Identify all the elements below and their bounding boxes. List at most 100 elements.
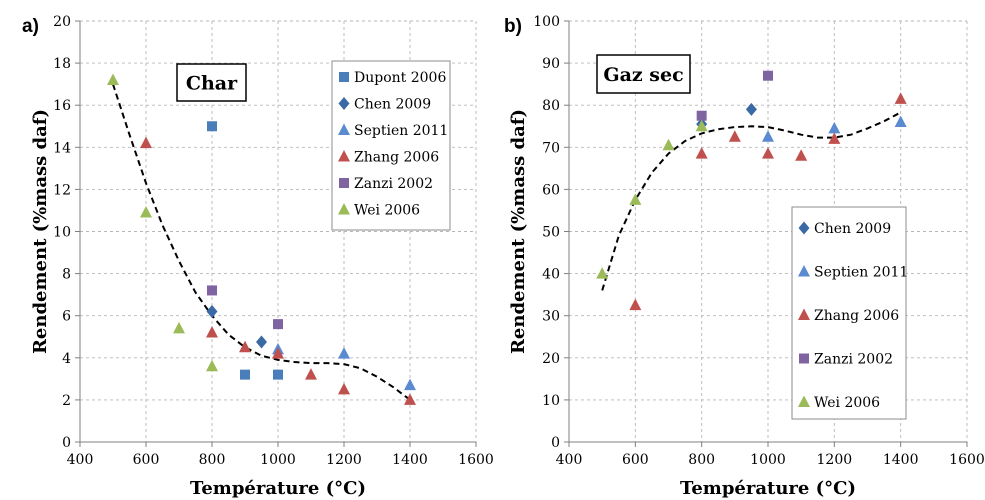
series-wei-2006 xyxy=(596,119,708,279)
x-tick-label: 1600 xyxy=(949,452,985,468)
y-tick-label: 8 xyxy=(62,267,71,283)
data-point xyxy=(140,206,152,218)
y-tick-label: 40 xyxy=(542,267,560,283)
y-tick-label: 2 xyxy=(62,393,71,409)
legend-marker xyxy=(798,221,810,235)
data-point xyxy=(745,102,757,116)
legend-marker xyxy=(338,203,350,215)
data-point xyxy=(272,347,284,359)
legend-marker xyxy=(798,395,810,407)
y-tick-label: 10 xyxy=(542,393,560,409)
y-tick-label: 80 xyxy=(542,98,560,114)
data-point xyxy=(338,382,350,395)
x-axis-title: Température (°C) xyxy=(190,478,366,499)
y-tick-label: 20 xyxy=(542,351,560,367)
chart-title: Char xyxy=(186,73,238,95)
data-point xyxy=(207,121,217,132)
series-septien-2011 xyxy=(762,115,907,142)
data-point xyxy=(206,359,218,372)
x-tick-label: 1200 xyxy=(817,452,853,468)
legend-label: Zanzi 2002 xyxy=(354,176,433,192)
y-tick-label: 14 xyxy=(53,140,71,156)
x-tick-label: 800 xyxy=(199,452,226,468)
trend-line xyxy=(601,111,902,291)
legend-marker xyxy=(798,265,810,277)
legend: Chen 2009 Septien 2011 Zhang 2006 Zanzi 200… xyxy=(791,206,908,420)
y-axis-title: Rendement (%mass daf) xyxy=(508,109,529,354)
series-wei-2006 xyxy=(107,73,218,372)
legend-label: Zhang 2006 xyxy=(814,308,899,324)
data-point xyxy=(696,110,707,121)
y-tick-label: 100 xyxy=(533,14,560,30)
data-point xyxy=(828,132,841,144)
legend-label: Wei 2006 xyxy=(814,395,880,411)
y-tick-label: 50 xyxy=(542,225,560,241)
series-zanzi-2002 xyxy=(207,285,283,330)
y-tick-label: 6 xyxy=(62,309,71,325)
data-point xyxy=(596,267,609,279)
chart-title-box xyxy=(176,63,247,102)
x-tick-label: 1000 xyxy=(750,452,786,468)
chart-title-box xyxy=(596,54,691,94)
y-tick-label: 4 xyxy=(62,351,71,367)
legend-marker xyxy=(338,150,350,162)
y-tick-label: 90 xyxy=(542,56,560,72)
data-point xyxy=(173,321,185,334)
data-point xyxy=(662,138,675,151)
series-chen-2009 xyxy=(206,304,267,349)
x-axis-title: Température (°C) xyxy=(680,478,856,499)
y-tick-label: 70 xyxy=(542,140,560,156)
data-point xyxy=(256,335,267,349)
legend-label: Wei 2006 xyxy=(354,203,420,219)
series-zhang-2006 xyxy=(140,136,416,405)
legend-label: Septien 2011 xyxy=(354,123,448,139)
x-tick-label: 1400 xyxy=(883,452,919,468)
y-tick-label: 0 xyxy=(551,435,560,451)
data-point xyxy=(206,304,218,318)
y-tick-label: 0 xyxy=(62,435,71,451)
data-point xyxy=(240,369,250,380)
legend-box xyxy=(331,60,451,231)
legend-label: Zanzi 2002 xyxy=(814,352,893,368)
data-point xyxy=(894,115,907,128)
x-tick-label: 1200 xyxy=(326,452,362,468)
data-point xyxy=(828,121,841,134)
legend: Dupont 2006 Chen 2009 Septien 2011 Zhang 20… xyxy=(331,60,451,231)
data-point xyxy=(207,285,217,296)
legend-marker xyxy=(799,353,809,364)
series-zhang-2006 xyxy=(629,92,907,311)
legend-label: Chen 2009 xyxy=(354,97,431,113)
data-point xyxy=(140,136,152,149)
y-tick-label: 30 xyxy=(542,309,560,325)
data-point xyxy=(762,130,774,142)
data-point xyxy=(273,369,283,380)
panel-label: a) xyxy=(22,16,39,37)
legend-marker xyxy=(798,308,810,320)
legend-label: Zhang 2006 xyxy=(354,150,439,166)
data-point xyxy=(206,326,218,338)
data-point xyxy=(629,193,642,205)
data-point xyxy=(762,147,774,159)
x-tick-label: 800 xyxy=(688,452,715,468)
panel-label: b) xyxy=(504,16,522,37)
series-dupont-2006 xyxy=(207,121,283,380)
legend-marker xyxy=(338,97,350,110)
x-tick-label: 1400 xyxy=(392,452,428,468)
chart-title: Gaz sec xyxy=(603,64,683,86)
legend-label: Chen 2009 xyxy=(814,221,891,237)
y-tick-label: 20 xyxy=(53,14,71,30)
x-tick-label: 1600 xyxy=(458,452,494,468)
y-tick-label: 60 xyxy=(542,182,560,198)
x-tick-label: 600 xyxy=(622,452,649,468)
data-point xyxy=(763,70,773,81)
chart-panel-2: 400 600 800 1000 1200 1400 1600 0 10 20 30 40 50 60 70… xyxy=(504,14,985,499)
y-tick-label: 16 xyxy=(53,98,71,114)
y-tick-label: 18 xyxy=(53,56,71,72)
chart-panel-1: 400 600 800 1000 1200 1400 1600 0 2 4 6 8 10 12 14 16 18… xyxy=(22,14,494,499)
data-point xyxy=(795,149,808,161)
data-point xyxy=(239,340,251,353)
legend-box xyxy=(791,206,907,420)
y-tick-label: 12 xyxy=(53,182,71,198)
y-tick-label: 10 xyxy=(53,225,71,241)
